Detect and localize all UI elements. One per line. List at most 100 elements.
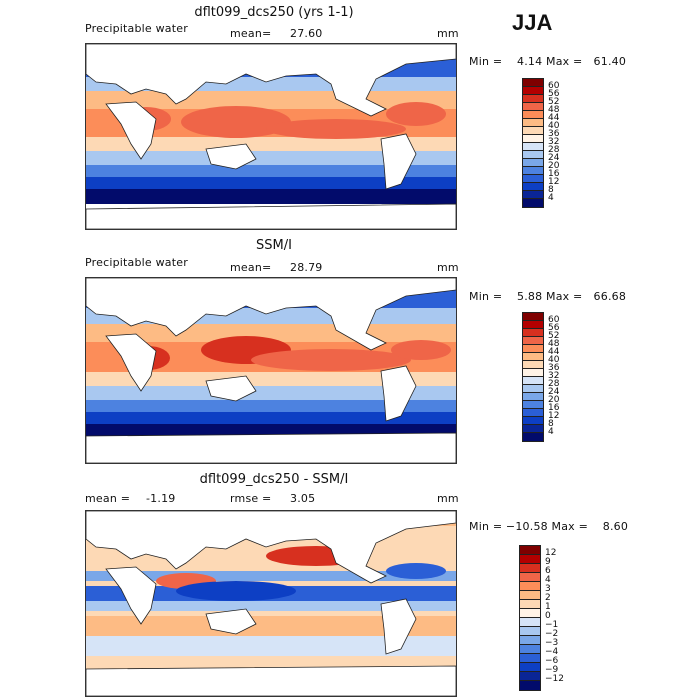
tick-label: 40 [548,121,560,131]
colorbar-swatch [523,167,543,175]
tick-label: 28 [548,379,560,389]
min-max-text: Min = −10.58 Max = 8.60 [469,520,629,533]
tick-label: 28 [548,145,560,155]
tick-label: 36 [548,363,560,373]
field-label: Precipitable water [85,256,188,269]
colorbar-swatch [520,618,540,627]
colorbar-swatch [523,135,543,143]
colorbar-swatch [523,111,543,119]
colorbar-swatch [523,369,543,377]
colorbar-swatch [523,143,543,151]
min-max-text: Min = 5.88 Max = 66.68 [469,290,627,303]
tick-label: 16 [548,169,560,179]
panel-title: dflt099_dcs250 - SSM/I [199,472,349,487]
field-label: Precipitable water [85,22,188,35]
colorbar-swatch [523,361,543,369]
tick-label: 48 [548,339,560,349]
tick-label: 20 [548,161,560,171]
tick-label: −6 [545,656,559,666]
colorbar-swatch [523,409,543,417]
colorbar-swatch [523,353,543,361]
tick-label: 3 [545,584,551,594]
colorbar-swatch [523,127,543,135]
colorbar-labels-model: 60 56 52 48 44 40 36 32 28 24 20 16 12 8… [548,82,560,203]
colorbar-swatch [523,393,543,401]
tick-label: 24 [548,153,560,163]
tick-label: 6 [545,566,551,576]
tick-label: 4 [548,193,554,203]
tick-label: 12 [548,177,560,187]
mean-value: -1.19 [146,492,176,505]
tick-label: 9 [545,557,551,567]
colorbar-swatch [520,609,540,618]
colorbar-swatch [520,600,540,609]
colorbar-swatch [523,95,543,103]
tick-label: 8 [548,419,554,429]
rmse-value: 3.05 [290,492,316,505]
colorbar-swatch [523,385,543,393]
colorbar-labels-difference: 12 9 6 4 3 2 1 0 −1 −2 −3 −4 −6 −9 −12 [545,549,564,684]
tick-label: −9 [545,665,559,675]
mean-label: mean = [85,492,131,505]
colorbar-swatch [523,183,543,191]
colorbar-swatch [520,627,540,636]
tick-label: 48 [548,105,560,115]
panel-title: dflt099_dcs250 (yrs 1-1) [194,5,354,20]
colorbar-swatch [523,329,543,337]
tick-label: 12 [545,548,557,558]
colorbar-swatch [523,119,543,127]
map-difference-svg [86,511,456,696]
tick-label: 20 [548,395,560,405]
colorbar-swatch [523,417,543,425]
tick-label: 32 [548,137,560,147]
map-model-svg [86,44,456,229]
map-observed [85,277,457,464]
map-model [85,43,457,230]
tick-label: −4 [545,647,559,657]
mean-label: mean= [230,27,272,40]
tick-label: 1 [545,602,551,612]
tick-label: −3 [545,638,559,648]
tick-label: 2 [545,593,551,603]
tick-label: 4 [545,575,551,585]
colorbar-swatch [523,313,543,321]
colorbar-swatch [523,433,543,441]
tick-label: −2 [545,629,559,639]
colorbar-swatch [523,377,543,385]
units-label: mm [437,492,459,505]
colorbar-swatch [520,573,540,582]
colorbar-swatch [523,151,543,159]
mean-value: 28.79 [290,261,323,274]
colorbar-swatch [523,191,543,199]
panel-title: SSM/I [256,238,292,253]
units-label: mm [437,27,459,40]
tick-label: −1 [545,620,559,630]
tick-label: 16 [548,403,560,413]
colorbar-swatch [520,555,540,564]
colorbar-swatch [523,337,543,345]
units-label: mm [437,261,459,274]
map-difference [85,510,457,697]
colorbar-swatch [523,321,543,329]
colorbar-swatch [520,663,540,672]
tick-label: 44 [548,347,560,357]
colorbar-swatch [523,79,543,87]
tick-label: 8 [548,185,554,195]
mean-value: 27.60 [290,27,323,40]
tick-label: −12 [545,674,564,684]
min-max-text: Min = 4.14 Max = 61.40 [469,55,627,68]
tick-label: 52 [548,331,560,341]
season-label: JJA [512,10,553,35]
colorbar-difference [519,545,541,691]
tick-label: 52 [548,97,560,107]
colorbar-swatch [523,199,543,207]
colorbar-swatch [520,636,540,645]
tick-label: 60 [548,315,560,325]
tick-label: 4 [548,427,554,437]
tick-label: 56 [548,323,560,333]
colorbar-swatch [523,401,543,409]
tick-label: 12 [548,411,560,421]
rmse-label: rmse = [230,492,272,505]
tick-label: 0 [545,611,551,621]
tick-label: 56 [548,89,560,99]
